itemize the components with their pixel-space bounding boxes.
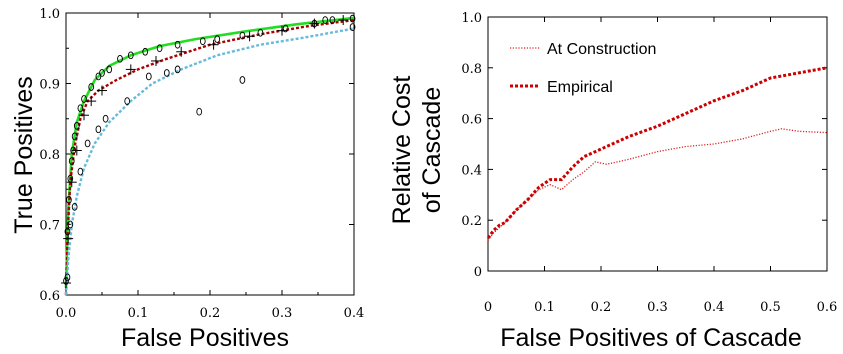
roc-circle-marker (349, 23, 356, 31)
roc-circle-marker (77, 104, 84, 113)
cost-series-group (486, 66, 828, 241)
roc-circle-marker (257, 28, 264, 37)
cost-y-tick-label: 0.2 (461, 214, 482, 229)
roc-series-group (64, 16, 355, 296)
roc-plot-frame (65, 12, 355, 296)
roc-series-line-1 (64, 18, 355, 296)
roc-x-tick-label: 0.4 (344, 306, 365, 321)
roc-circle-marker (142, 47, 149, 56)
roc-axis-ticks: 0.0 0.1 0.2 0.3 0.4 0.6 0.7 0.8 0.9 1.0 (39, 7, 364, 321)
cost-y-axis-label: Relative Cost of Cascade (388, 76, 446, 225)
roc-circle-marker (71, 203, 78, 211)
roc-y-tick-label: 0.6 (39, 289, 60, 304)
roc-plus-marker (79, 110, 89, 121)
roc-circle-marker (95, 125, 102, 134)
cost-y-tick-label: 0.4 (461, 163, 482, 178)
roc-y-tick-label: 0.8 (39, 148, 60, 163)
roc-circle-marker (127, 51, 134, 60)
legend-label-empirical: Empirical (547, 79, 613, 96)
roc-circle-marker (71, 132, 78, 141)
roc-plus-marker (125, 64, 136, 75)
roc-x-tick-label: 0.2 (200, 306, 221, 321)
cost-x-axis-label: False Positives of Cascade (500, 324, 802, 352)
roc-circle-marker (239, 31, 246, 40)
roc-circle-marker (99, 69, 105, 77)
roc-circle-marker (81, 95, 87, 103)
roc-x-axis-label: False Positives (121, 324, 289, 352)
roc-circle-marker (66, 195, 72, 204)
roc-x-tick-label: 0.3 (272, 306, 293, 321)
roc-circle-marker (196, 107, 203, 116)
roc-circle-marker (67, 220, 74, 229)
cost-x-tick-label: 0.1 (534, 300, 555, 315)
cost-y-tick-label: 1.0 (461, 11, 482, 26)
cost-x-tick-label: 0.3 (647, 300, 668, 315)
roc-plus-marker (244, 31, 255, 42)
roc-circle-marker (106, 65, 113, 74)
roc-circle-marker (214, 35, 221, 43)
cost-y-axis-label-line-2: of Cascade (418, 87, 446, 213)
roc-plus-marker (86, 96, 97, 107)
roc-y-tick-label: 1.0 (39, 7, 60, 22)
roc-circle-marker (329, 16, 336, 24)
roc-circle-marker (64, 227, 71, 236)
roc-circle-marker (174, 65, 181, 74)
roc-y-axis-label: True Positives (10, 76, 38, 233)
cost-x-tick-label: 0.2 (591, 300, 612, 315)
roc-plus-marker (208, 39, 219, 50)
roc-plus-marker (71, 145, 82, 156)
cost-y-tick-label: 0.8 (461, 62, 482, 77)
roc-circle-marker (73, 121, 80, 130)
cost-y-tick-label: 0 (474, 265, 482, 280)
roc-circle-marker (88, 83, 95, 91)
cost-x-tick-label: 0.6 (817, 300, 838, 315)
roc-circle-marker (124, 97, 131, 105)
roc-plus-marker (277, 25, 287, 36)
roc-circle-marker (282, 24, 289, 33)
roc-plus-marker (151, 55, 161, 66)
roc-plus-marker (66, 177, 77, 188)
roc-circle-marker (68, 157, 75, 165)
roc-y-tick-label: 0.7 (39, 219, 60, 234)
roc-y-tick-label: 0.9 (39, 78, 60, 93)
cost-x-tick-label: 0 (484, 300, 492, 315)
roc-circle-marker (77, 167, 84, 176)
roc-markers-group (61, 14, 356, 289)
roc-circle-marker (239, 76, 246, 84)
roc-circle-marker (156, 44, 163, 53)
cost-legend: At Construction Empirical (510, 41, 656, 96)
roc-plus-marker (61, 278, 71, 289)
roc-circle-marker (145, 72, 152, 81)
cost-y-tick-label: 0.6 (461, 113, 482, 128)
legend-label-at-construction: At Construction (547, 41, 656, 58)
roc-x-tick-label: 0.1 (128, 306, 149, 321)
cost-x-tick-label: 0.5 (760, 300, 781, 315)
roc-plus-marker (176, 46, 187, 57)
roc-plus-marker (309, 18, 320, 29)
roc-plus-marker (97, 85, 107, 96)
roc-x-tick-label: 0.0 (56, 306, 77, 321)
cost-series-line-empirical (486, 66, 828, 239)
roc-circle-marker (117, 54, 123, 63)
roc-circle-marker (64, 273, 71, 282)
roc-series-line-2 (64, 27, 355, 296)
cost-series-line-at-construction (487, 128, 828, 241)
roc-circle-marker (199, 37, 206, 46)
roc-circle-marker (102, 114, 109, 123)
cost-y-axis-label-line-1: Relative Cost (388, 76, 416, 225)
roc-circle-marker (174, 40, 181, 49)
cost-plot-frame (487, 16, 828, 272)
roc-circle-marker (349, 14, 356, 23)
roc-plus-marker (63, 233, 74, 244)
cost-chart: 0 0.1 0.2 0.3 0.4 0.5 0.6 0 0.2 0.4 0.6 0.8 1.0 At C… (388, 11, 837, 352)
roc-circle-marker (84, 139, 91, 148)
roc-circle-marker (163, 69, 170, 77)
cost-axis-ticks: 0 0.1 0.2 0.3 0.4 0.5 0.6 0 0.2 0.4 0.6 0.8 1.0 (461, 11, 837, 315)
roc-chart: 0.0 0.1 0.2 0.3 0.4 0.6 0.7 0.8 0.9 1.0 False Pos… (10, 7, 364, 352)
roc-circle-marker (322, 16, 329, 24)
roc-plus-marker (338, 15, 349, 26)
cost-x-tick-label: 0.4 (704, 300, 725, 315)
